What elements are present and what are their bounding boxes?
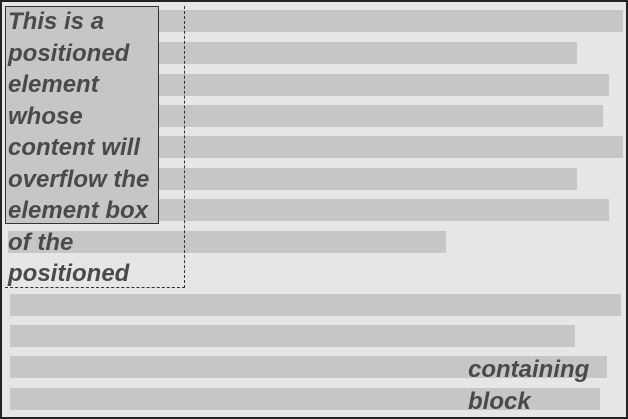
- text-line-bar: [157, 136, 623, 158]
- positioned-element-text: This is a positioned element whose conte…: [8, 8, 150, 287]
- text-line-bar: [10, 294, 621, 316]
- text-line-bar: [157, 105, 603, 127]
- text-line-bar: [10, 388, 600, 410]
- text-line-bar: [10, 356, 607, 378]
- text-line-bar: [157, 10, 623, 32]
- positioned-element-box: [5, 6, 159, 224]
- text-line-bar: [157, 74, 609, 96]
- text-line-bar: [10, 325, 575, 347]
- text-line-bar: [8, 231, 446, 253]
- overflow-dashed-outline: [5, 6, 185, 288]
- text-line-bar: [157, 199, 609, 221]
- containing-block-label: containing block: [468, 356, 590, 415]
- text-line-bar: [157, 168, 577, 190]
- text-line-bar: [157, 42, 577, 64]
